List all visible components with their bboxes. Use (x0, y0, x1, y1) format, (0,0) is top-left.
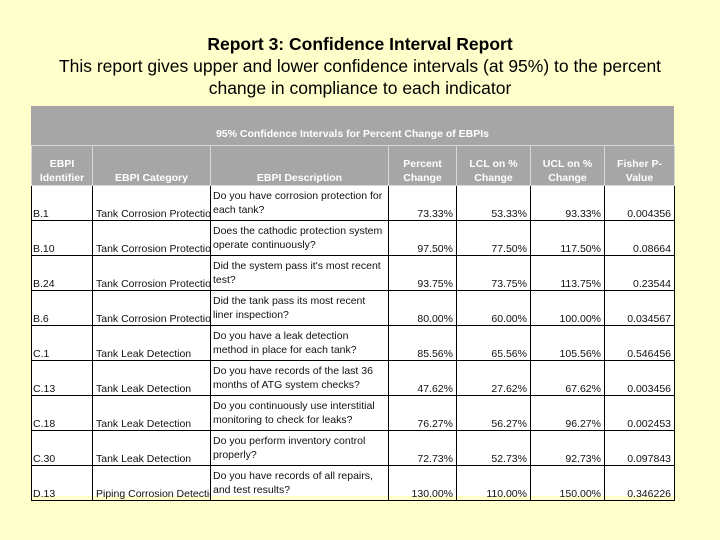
cell-percent-change: 72.73% (388, 430, 457, 466)
cell-ebpi-category: Tank Leak Detection (92, 430, 211, 466)
cell-ebpi-category: Tank Leak Detection (92, 360, 211, 396)
cell-ebpi-identifier: C.18 (31, 395, 93, 431)
cell-ebpi-identifier: B.1 (31, 185, 93, 221)
report-header: Report 3: Confidence Interval Report Thi… (0, 33, 720, 99)
cell-ebpi-description: Do you have records of the last 36 month… (210, 360, 389, 396)
cell-lcl: 110.00% (456, 465, 531, 501)
cell-fisher-p-value: 0.08664 (604, 220, 675, 256)
cell-percent-change: 80.00% (388, 290, 457, 326)
table-row: D.13 Piping Corrosion Detection Do you h… (31, 465, 675, 501)
cell-percent-change: 130.00% (388, 465, 457, 501)
table-row: B.1 Tank Corrosion Protection Do you hav… (31, 185, 675, 221)
cell-percent-change: 73.33% (388, 185, 457, 221)
table-header-row: EBPI Identifier EBPI Category EBPI Descr… (31, 145, 675, 186)
cell-ucl: 113.75% (530, 255, 605, 291)
cell-fisher-p-value: 0.034567 (604, 290, 675, 326)
cell-lcl: 65.56% (456, 325, 531, 361)
cell-ebpi-category: Piping Corrosion Detection (92, 465, 211, 501)
table-row: B.10 Tank Corrosion Protection Does the … (31, 220, 675, 256)
cell-ebpi-category: Tank Corrosion Protection (92, 220, 211, 256)
table-banner: 95% Confidence Intervals for Percent Cha… (31, 106, 674, 145)
column-header-lcl: LCL on % Change (456, 145, 531, 186)
cell-ebpi-description: Do you perform inventory control properl… (210, 430, 389, 466)
cell-ebpi-category: Tank Corrosion Protection (92, 255, 211, 291)
cell-lcl: 73.75% (456, 255, 531, 291)
column-header-percent-change: Percent Change (388, 145, 457, 186)
table-row: C.30 Tank Leak Detection Do you perform … (31, 430, 675, 466)
cell-ebpi-description: Did the system pass it's most recent tes… (210, 255, 389, 291)
cell-ucl: 96.27% (530, 395, 605, 431)
cell-ebpi-identifier: C.1 (31, 325, 93, 361)
cell-ucl: 100.00% (530, 290, 605, 326)
cell-ebpi-category: Tank Corrosion Protection (92, 290, 211, 326)
cell-fisher-p-value: 0.546456 (604, 325, 675, 361)
cell-ebpi-category: Tank Leak Detection (92, 395, 211, 431)
table-row: B.24 Tank Corrosion Protection Did the s… (31, 255, 675, 291)
cell-ucl: 117.50% (530, 220, 605, 256)
table-row: C.1 Tank Leak Detection Do you have a le… (31, 325, 675, 361)
cell-ucl: 67.62% (530, 360, 605, 396)
column-header-ucl: UCL on % Change (530, 145, 605, 186)
confidence-interval-table: EBPI Identifier EBPI Category EBPI Descr… (31, 145, 675, 501)
cell-ebpi-identifier: D.13 (31, 465, 93, 501)
cell-lcl: 53.33% (456, 185, 531, 221)
cell-fisher-p-value: 0.346226 (604, 465, 675, 501)
table-title: 95% Confidence Intervals for Percent Cha… (215, 128, 490, 140)
cell-lcl: 27.62% (456, 360, 531, 396)
cell-lcl: 52.73% (456, 430, 531, 466)
cell-ebpi-description: Do you have records of all repairs, and … (210, 465, 389, 501)
cell-lcl: 60.00% (456, 290, 531, 326)
cell-lcl: 56.27% (456, 395, 531, 431)
cell-percent-change: 97.50% (388, 220, 457, 256)
cell-ebpi-identifier: B.10 (31, 220, 93, 256)
cell-percent-change: 93.75% (388, 255, 457, 291)
cell-ebpi-description: Do you continuously use interstitial mon… (210, 395, 389, 431)
cell-fisher-p-value: 0.004356 (604, 185, 675, 221)
cell-lcl: 77.50% (456, 220, 531, 256)
column-header-ebpi-description: EBPI Description (210, 145, 389, 186)
cell-percent-change: 85.56% (388, 325, 457, 361)
cell-fisher-p-value: 0.097843 (604, 430, 675, 466)
cell-ebpi-identifier: C.30 (31, 430, 93, 466)
cell-ebpi-description: Did the tank pass its most recent liner … (210, 290, 389, 326)
cell-percent-change: 47.62% (388, 360, 457, 396)
table-row: C.18 Tank Leak Detection Do you continuo… (31, 395, 675, 431)
table-row: C.13 Tank Leak Detection Do you have rec… (31, 360, 675, 396)
cell-fisher-p-value: 0.002453 (604, 395, 675, 431)
cell-ebpi-description: Do you have corrosion protection for eac… (210, 185, 389, 221)
table-row: B.6 Tank Corrosion Protection Did the ta… (31, 290, 675, 326)
cell-percent-change: 76.27% (388, 395, 457, 431)
cell-ebpi-category: Tank Corrosion Protection (92, 185, 211, 221)
column-header-fisher-p-value: Fisher P-Value (604, 145, 675, 186)
cell-ebpi-identifier: C.13 (31, 360, 93, 396)
cell-ucl: 92.73% (530, 430, 605, 466)
column-header-ebpi-identifier: EBPI Identifier (31, 145, 93, 186)
report-description: This report gives upper and lower confid… (58, 56, 662, 98)
report-title: Report 3: Confidence Interval Report (207, 34, 513, 54)
cell-fisher-p-value: 0.23544 (604, 255, 675, 291)
cell-ebpi-category: Tank Leak Detection (92, 325, 211, 361)
cell-ebpi-identifier: B.24 (31, 255, 93, 291)
cell-fisher-p-value: 0.003456 (604, 360, 675, 396)
cell-ebpi-description: Do you have a leak detection method in p… (210, 325, 389, 361)
cell-ebpi-identifier: B.6 (31, 290, 93, 326)
column-header-ebpi-category: EBPI Category (92, 145, 211, 186)
cell-ucl: 150.00% (530, 465, 605, 501)
cell-ucl: 93.33% (530, 185, 605, 221)
confidence-interval-table-panel: 95% Confidence Intervals for Percent Cha… (31, 106, 675, 501)
cell-ebpi-description: Does the cathodic protection system oper… (210, 220, 389, 256)
cell-ucl: 105.56% (530, 325, 605, 361)
